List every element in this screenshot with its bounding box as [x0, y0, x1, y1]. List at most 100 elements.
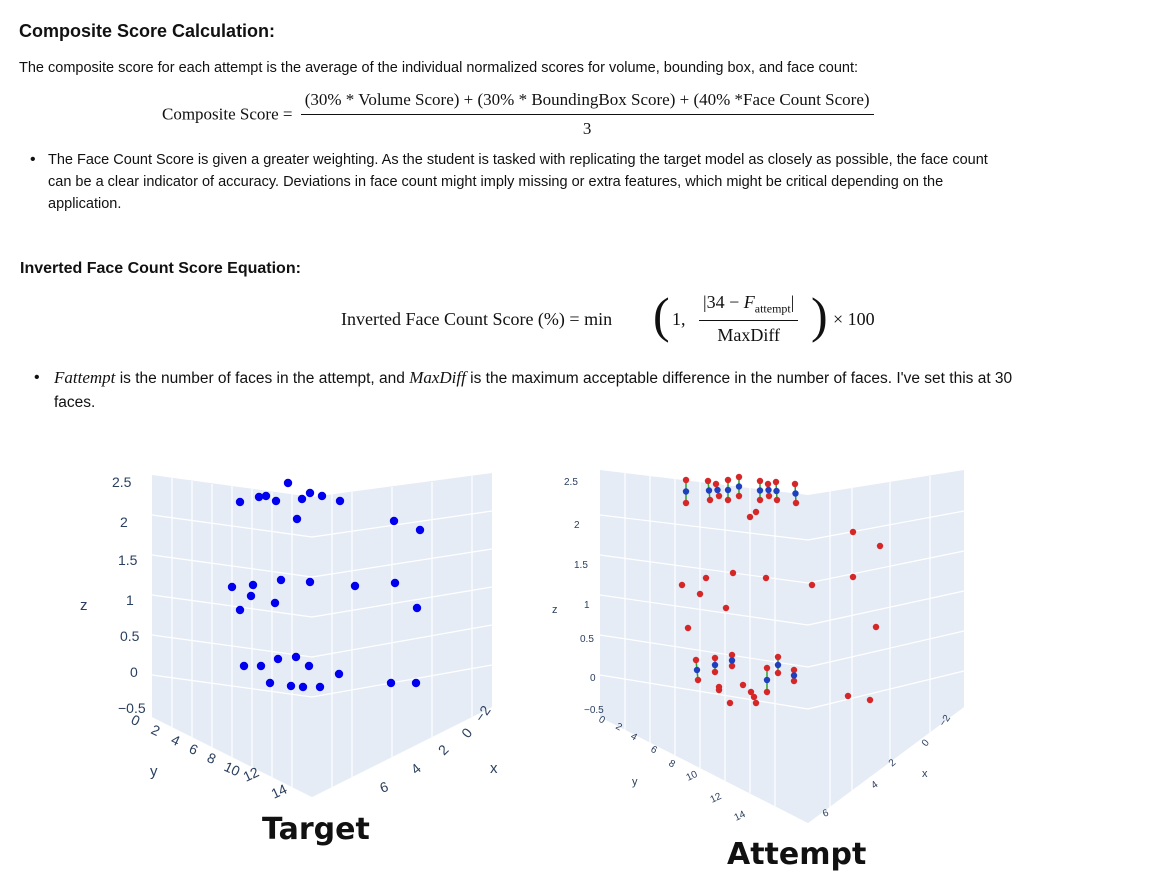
target-y-tick: 8: [205, 749, 219, 767]
attempt-plot-svg[interactable]: 2.5 2 1.5 1 0.5 0 −0.5 z 0 2 4 6 8 10 12…: [540, 455, 980, 825]
attempt-point-red: [682, 499, 690, 507]
inverted-eq-lhs: Inverted Face Count Score (%) = min: [341, 309, 613, 329]
attempt-point-blue: [711, 661, 719, 669]
attempt-point-red: [735, 492, 743, 500]
target-z-axis: 2.5 2 1.5 1 0.5 0 −0.5 z: [80, 474, 146, 716]
attempt-point-blue: [790, 672, 798, 679]
target-x-tick: 0: [458, 725, 475, 741]
attempt-point-red: [844, 692, 852, 700]
attempt-point-blue: [763, 676, 771, 684]
target-plot-svg[interactable]: 2.5 2 1.5 1 0.5 0 −0.5 z 0 2 4 6 8 10 12…: [60, 455, 520, 815]
attempt-x-label: x: [922, 768, 928, 780]
attempt-point-red: [790, 666, 798, 674]
attempt-z-tick: 2: [574, 520, 580, 531]
target-point: [261, 491, 271, 501]
composite-heading: Composite Score Calculation:: [19, 21, 276, 41]
attempt-point-red: [724, 476, 732, 484]
target-x-label: x: [490, 760, 498, 777]
attempt-point-red: [692, 656, 700, 664]
target-point: [350, 581, 360, 591]
target-point: [386, 678, 396, 688]
attempt-point-red: [711, 668, 719, 676]
attempt-point-red: [763, 664, 771, 672]
target-point: [271, 496, 281, 506]
target-point: [256, 661, 266, 671]
target-point: [415, 525, 425, 535]
inverted-eq-num-sub: attempt: [754, 301, 791, 316]
attempt-y-tick: 10: [685, 769, 700, 784]
composite-intro: The composite score for each attempt is …: [19, 60, 859, 76]
inverted-heading: Inverted Face Count Score Equation:: [20, 260, 301, 277]
attempt-y-tick: 6: [649, 744, 660, 757]
target-3d-plot[interactable]: 2.5 2 1.5 1 0.5 0 −0.5 z 0 2 4 6 8 10 12…: [60, 455, 520, 815]
attempt-point-red: [682, 476, 690, 484]
attempt-point-red: [756, 496, 764, 504]
attempt-point-red: [706, 496, 714, 504]
attempt-point-red: [774, 653, 782, 661]
bullet-dot: •: [30, 151, 36, 168]
attempt-y-label: y: [632, 776, 638, 788]
attempt-point-red: [694, 676, 702, 684]
target-point: [239, 661, 249, 671]
target-point: [235, 497, 245, 507]
attempt-point-blue: [792, 490, 799, 497]
inverted-bullet-mid: is the number of faces in the attempt, a…: [115, 370, 410, 387]
attempt-point-red: [763, 688, 771, 696]
composite-eq-numerator: (30% * Volume Score) + (30% * BoundingBo…: [300, 90, 874, 115]
inverted-eq-num-a: |34 −: [703, 292, 744, 312]
target-point: [270, 598, 280, 608]
inverted-eq-tail: × 100: [833, 309, 875, 329]
attempt-point-red: [849, 528, 857, 536]
inverted-var-maxdiff: MaxDiff: [409, 368, 466, 387]
inverted-bullet-line: faces.: [54, 394, 96, 411]
attempt-point-blue: [682, 488, 690, 495]
attempt-point-red: [746, 513, 754, 521]
attempt-3d-plot[interactable]: 2.5 2 1.5 1 0.5 0 −0.5 z 0 2 4 6 8 10 12…: [540, 455, 980, 825]
composite-bullet: • The Face Count Score is given a greate…: [30, 149, 1058, 215]
target-point: [227, 582, 237, 592]
attempt-point-red: [726, 699, 734, 707]
attempt-x-tick: 0: [920, 737, 932, 749]
inverted-bullet-line: Fattempt is the number of faces in the a…: [54, 366, 1169, 391]
inverted-bullet-end: is the maximum acceptable difference in …: [465, 370, 1013, 387]
target-point: [298, 682, 308, 692]
attempt-z-tick: 2.5: [564, 477, 578, 488]
composite-eq-lhs: Composite Score =: [162, 104, 293, 124]
attempt-point-red: [696, 590, 704, 598]
attempt-z-label: z: [552, 604, 558, 616]
inverted-eq-num-b: |: [790, 292, 795, 312]
attempt-point-red: [866, 696, 874, 704]
target-point: [305, 488, 315, 498]
target-point: [335, 496, 345, 506]
attempt-points: [678, 473, 884, 707]
target-point: [273, 654, 283, 664]
attempt-point-red: [722, 604, 730, 612]
attempt-point-red: [728, 651, 736, 659]
target-points: [227, 478, 425, 692]
attempt-point-red: [790, 677, 798, 685]
attempt-point-blue: [705, 487, 713, 494]
attempt-point-red: [849, 573, 857, 581]
attempt-y-axis: 0 2 4 6 8 10 12 14 y: [597, 714, 748, 824]
attempt-point-red: [684, 624, 692, 632]
target-z-tick: 0: [130, 664, 138, 680]
paren-left-icon: (: [653, 287, 670, 343]
target-y-tick: 14: [269, 781, 290, 802]
target-z-tick: 1: [126, 592, 134, 608]
target-z-tick: 2: [120, 514, 128, 530]
attempt-y-tick: 2: [614, 721, 625, 734]
attempt-point-red: [702, 574, 710, 582]
attempt-point-red: [876, 542, 884, 550]
paren-right-icon: ): [811, 287, 828, 343]
attempt-point-red: [764, 480, 772, 488]
target-z-tick: 1.5: [118, 552, 138, 568]
target-point: [248, 580, 258, 590]
attempt-point-red: [715, 686, 723, 694]
target-y-tick: 10: [222, 758, 243, 779]
attempt-point-red: [872, 623, 880, 631]
target-point: [265, 678, 275, 688]
target-point: [246, 591, 256, 601]
attempt-z-tick: 0: [590, 673, 596, 684]
attempt-point-red: [704, 477, 712, 485]
attempt-point-red: [711, 654, 719, 662]
